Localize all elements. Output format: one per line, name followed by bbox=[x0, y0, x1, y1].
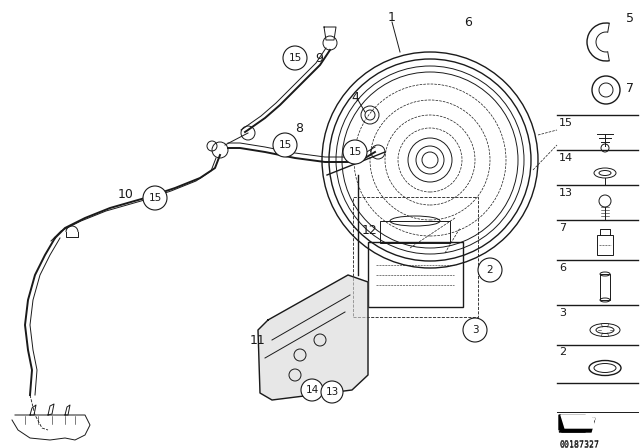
Circle shape bbox=[321, 381, 343, 403]
Text: 2: 2 bbox=[486, 265, 493, 275]
Circle shape bbox=[463, 318, 487, 342]
Polygon shape bbox=[560, 418, 595, 432]
Text: 11: 11 bbox=[250, 333, 266, 346]
Text: 1: 1 bbox=[388, 10, 396, 23]
Text: 6: 6 bbox=[559, 263, 566, 273]
Text: 15: 15 bbox=[289, 53, 301, 63]
Text: 00187327: 00187327 bbox=[559, 440, 599, 448]
Text: 15: 15 bbox=[559, 118, 573, 128]
Polygon shape bbox=[258, 275, 368, 400]
Text: 6: 6 bbox=[464, 16, 472, 29]
Bar bbox=[380, 221, 450, 243]
Text: 13: 13 bbox=[559, 188, 573, 198]
Text: 9: 9 bbox=[315, 52, 323, 65]
Circle shape bbox=[143, 186, 167, 210]
Text: 00187327: 00187327 bbox=[559, 439, 599, 448]
Bar bbox=[353, 197, 478, 317]
Text: 10: 10 bbox=[118, 188, 134, 201]
Circle shape bbox=[283, 46, 307, 70]
Circle shape bbox=[301, 379, 323, 401]
Text: 14: 14 bbox=[305, 385, 319, 395]
Bar bbox=[600, 274, 610, 300]
Text: 15: 15 bbox=[278, 140, 292, 150]
Text: 13: 13 bbox=[325, 387, 339, 397]
Text: 7: 7 bbox=[626, 82, 634, 95]
Text: 3: 3 bbox=[559, 308, 566, 318]
Circle shape bbox=[273, 133, 297, 157]
Circle shape bbox=[478, 258, 502, 282]
Text: 3: 3 bbox=[472, 325, 478, 335]
Text: 12: 12 bbox=[362, 224, 378, 237]
Text: 15: 15 bbox=[348, 147, 362, 157]
Text: 14: 14 bbox=[559, 153, 573, 163]
Polygon shape bbox=[559, 415, 589, 430]
Text: 5: 5 bbox=[626, 12, 634, 25]
Text: 8: 8 bbox=[295, 121, 303, 134]
Polygon shape bbox=[561, 415, 595, 428]
Bar bbox=[597, 235, 613, 255]
Polygon shape bbox=[559, 418, 593, 432]
Bar bbox=[368, 242, 463, 307]
Text: 4: 4 bbox=[351, 90, 359, 103]
Text: 7: 7 bbox=[559, 223, 566, 233]
Polygon shape bbox=[569, 418, 595, 426]
Circle shape bbox=[343, 140, 367, 164]
Text: 15: 15 bbox=[148, 193, 162, 203]
Text: 2: 2 bbox=[559, 347, 566, 357]
